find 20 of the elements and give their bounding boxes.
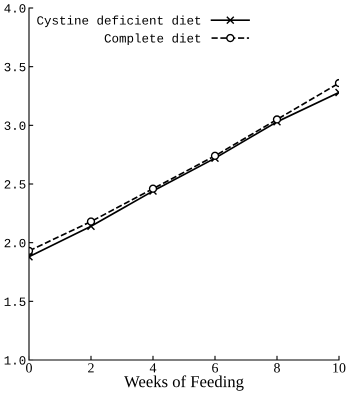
x-tick-label: 10 [333, 363, 346, 373]
point [210, 152, 220, 160]
y-tick-label: 1.0 [4, 356, 26, 365]
y-tick-label: 2.0 [4, 238, 26, 248]
y-tick-label: 1.5 [4, 298, 26, 306]
y-tick-label: 2.5 [4, 180, 26, 189]
y-tick-label: 4.0 [4, 4, 26, 13]
point [86, 217, 96, 226]
legend-label: Cystine deficient diet [37, 16, 200, 28]
x-tick-label: 2 [88, 363, 94, 372]
legend-label: Complete diet [104, 33, 200, 46]
x-tick-label: 6 [212, 363, 218, 373]
point [148, 184, 158, 193]
x-tick-label: 8 [274, 363, 280, 373]
y-tick-label: 3.0 [4, 122, 26, 130]
x-axis-title: Weeks of Feeding [124, 375, 244, 391]
x-tick-label: 4 [150, 363, 156, 372]
point [272, 115, 282, 124]
y-tick-label: 3.5 [4, 62, 26, 72]
x-tick-label: 0 [26, 363, 32, 373]
